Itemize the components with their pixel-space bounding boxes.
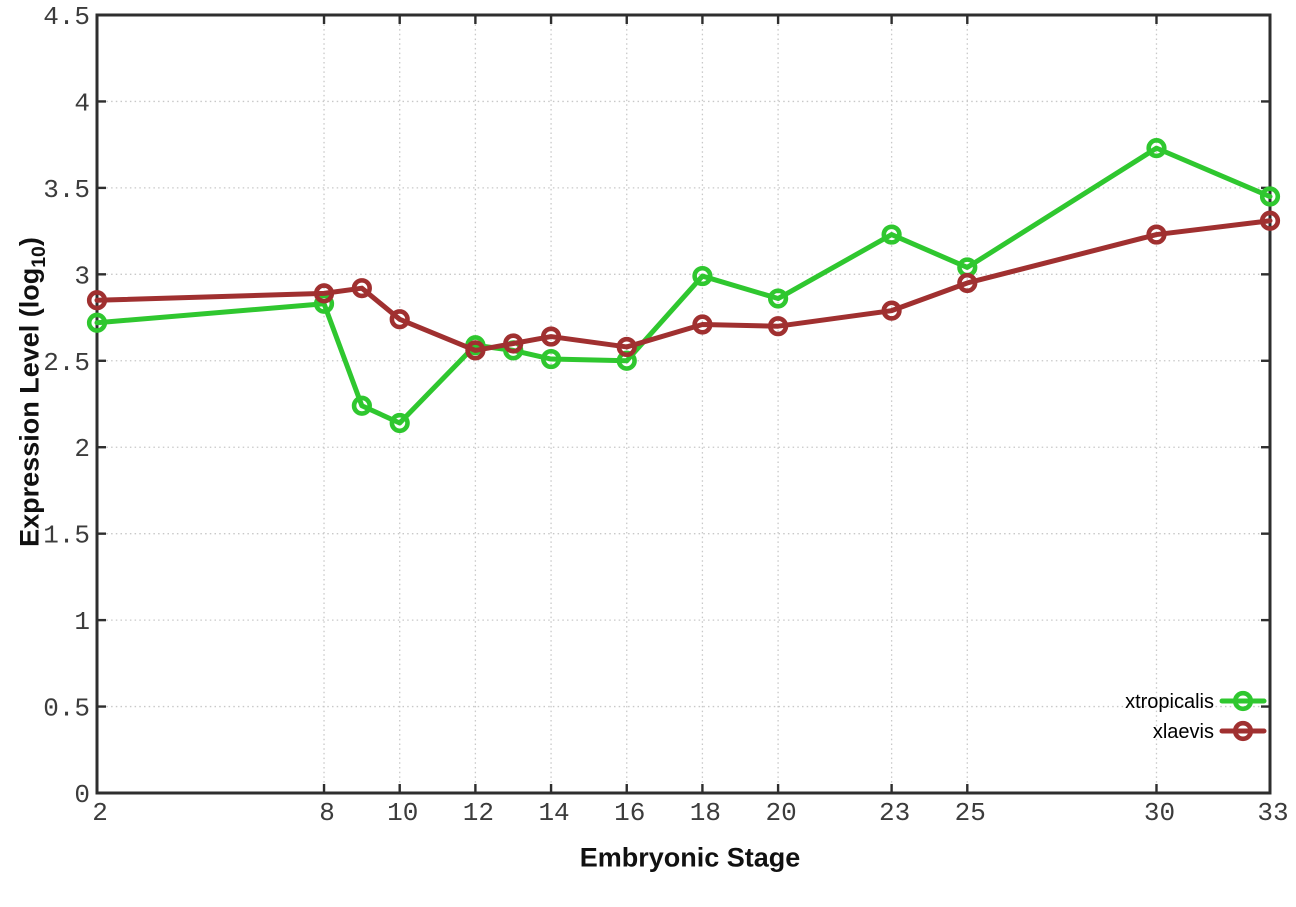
x-tick-label: 30 <box>1144 798 1175 828</box>
y-axis-title-text: Expression Level (log <box>14 267 45 547</box>
y-tick-label: 2.5 <box>43 348 90 378</box>
y-axis-title-suffix: ) <box>14 237 45 247</box>
data-point-xtropicalis <box>86 312 108 333</box>
data-point-xtropicalis <box>692 265 713 287</box>
data-point-xlaevis <box>616 336 637 358</box>
x-tick-label: 10 <box>387 798 418 828</box>
x-tick-label: 23 <box>879 798 910 828</box>
legend: xtropicalis xlaevis <box>1125 690 1267 743</box>
axis-ticks <box>95 13 1272 795</box>
series-line-xtropicalis <box>94 145 1273 426</box>
series-line-xlaevis <box>94 218 1273 353</box>
series-xtropicalis <box>86 138 1281 434</box>
plot-border <box>95 13 1272 795</box>
data-point-xlaevis <box>465 340 486 361</box>
x-tick-label: 8 <box>319 798 335 828</box>
gridlines <box>97 15 1270 793</box>
y-axis-title: Expression Level (log10) <box>14 237 50 547</box>
y-tick-label: 0 <box>74 780 90 810</box>
data-point-xlaevis <box>540 326 562 347</box>
legend-label-xlaevis: xlaevis <box>1153 721 1214 743</box>
data-point-xlaevis <box>767 316 789 337</box>
x-axis-title: Embryonic Stage <box>579 842 801 873</box>
y-tick-label: 3.5 <box>43 175 90 205</box>
legend-marker-xtropicalis <box>1232 690 1254 712</box>
y-tick-label: 0.5 <box>43 694 90 724</box>
x-tick-labels: 2 8 10 12 14 16 18 20 23 25 30 33 <box>92 798 1288 828</box>
data-point-xtropicalis <box>881 224 902 245</box>
data-point-xlaevis <box>957 272 978 294</box>
y-tick-label: 1.5 <box>43 521 90 551</box>
x-tick-label: 2 <box>92 798 108 828</box>
data-point-xlaevis <box>351 278 372 299</box>
y-axis-title-subscript: 10 <box>27 246 50 268</box>
data-point-xlaevis <box>881 300 902 321</box>
data-point-xtropicalis <box>389 412 410 434</box>
x-tick-label: 16 <box>614 798 645 828</box>
x-tick-label: 20 <box>765 798 796 828</box>
data-point-xtropicalis <box>540 348 562 370</box>
data-point-xlaevis <box>503 333 524 354</box>
data-point-xtropicalis <box>1259 186 1281 207</box>
y-tick-label: 3 <box>74 261 90 291</box>
data-point-xtropicalis <box>767 288 789 309</box>
data-point-xlaevis <box>1146 224 1167 245</box>
y-tick-label: 1 <box>74 607 90 637</box>
data-point-xtropicalis <box>313 293 335 314</box>
legend-marker-xlaevis <box>1232 720 1254 742</box>
x-tick-label: 14 <box>538 798 569 828</box>
data-point-xlaevis <box>1259 210 1281 231</box>
data-point-xlaevis <box>389 309 410 330</box>
x-tick-label: 18 <box>690 798 721 828</box>
y-tick-label: 2 <box>74 434 90 464</box>
series-xlaevis <box>86 210 1281 361</box>
data-point-xlaevis <box>313 283 335 304</box>
data-point-xtropicalis <box>351 395 372 416</box>
data-point-xlaevis <box>86 290 108 311</box>
data-point-xlaevis <box>692 314 713 335</box>
data-point-xtropicalis <box>1146 138 1167 159</box>
x-tick-label: 25 <box>955 798 986 828</box>
y-tick-labels: 0 0.5 1 1.5 2 2.5 3 3.5 4 4.5 <box>43 2 90 810</box>
y-tick-label: 4 <box>74 88 90 118</box>
x-tick-label: 33 <box>1257 798 1288 828</box>
legend-label-xtropicalis: xtropicalis <box>1125 691 1214 713</box>
x-tick-label: 12 <box>463 798 494 828</box>
y-tick-label: 4.5 <box>43 2 90 32</box>
